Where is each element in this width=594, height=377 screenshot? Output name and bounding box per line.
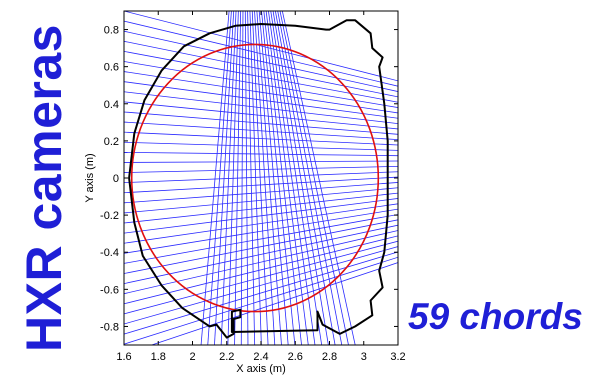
horizontal-chord bbox=[124, 246, 398, 325]
horizontal-chord bbox=[124, 182, 398, 204]
horizontal-chord bbox=[124, 165, 398, 173]
horizontal-chord bbox=[124, 91, 398, 125]
hxr-chord-lines bbox=[124, 11, 398, 345]
vertical-chord bbox=[247, 11, 256, 345]
y-tick-label: -0.6 bbox=[100, 284, 119, 296]
horizontal-chord bbox=[124, 40, 398, 98]
vertical-chord bbox=[249, 11, 262, 345]
horizontal-chord bbox=[124, 121, 398, 141]
vessel-wall bbox=[128, 19, 389, 339]
horizontal-chord bbox=[124, 176, 398, 194]
vertical-chord bbox=[277, 11, 343, 345]
vertical-chord bbox=[263, 11, 302, 345]
horizontal-chord bbox=[124, 251, 398, 335]
x-axis-label: X axis (m) bbox=[236, 363, 286, 375]
x-axis-ticks: 1.6 1.8 2 2.2 2.4 2.6 2.8 3 3.2 bbox=[116, 11, 406, 363]
x-tick-label: 2.6 bbox=[288, 351, 303, 363]
x-tick-label: 1.6 bbox=[116, 351, 131, 363]
horizontal-chord bbox=[124, 230, 398, 295]
x-tick-label: 3.2 bbox=[390, 351, 405, 363]
vertical-chord bbox=[274, 11, 336, 345]
y-axis-ticks: 0.8 0.6 0.4 0.2 0 -0.2 -0.4 -0.6 -0.8 bbox=[100, 25, 398, 333]
vertical-chord bbox=[268, 11, 316, 345]
vertical-chord bbox=[227, 11, 239, 345]
horizontal-chord bbox=[150, 262, 398, 345]
vertical-chord bbox=[200, 11, 230, 345]
vertical-chord bbox=[240, 11, 244, 345]
horizontal-chord bbox=[124, 151, 398, 157]
vertical-chord bbox=[261, 11, 296, 345]
x-tick-label: 3 bbox=[361, 351, 367, 363]
horizontal-chord bbox=[124, 20, 398, 87]
horizontal-chord bbox=[124, 240, 398, 315]
vertical-chord bbox=[220, 11, 237, 345]
y-tick-label: -0.8 bbox=[100, 321, 119, 333]
chords-count-label: 59 chords bbox=[408, 296, 583, 337]
y-axis-label: Y axis (m) bbox=[84, 153, 96, 202]
horizontal-chord bbox=[124, 198, 398, 234]
horizontal-chord bbox=[124, 214, 398, 264]
horizontal-chord bbox=[124, 171, 398, 184]
x-tick-label: 1.8 bbox=[151, 351, 166, 363]
horizontal-chord bbox=[124, 50, 398, 103]
horizontal-chord bbox=[124, 160, 398, 163]
vertical-chord bbox=[244, 11, 249, 345]
horizontal-chord bbox=[124, 192, 398, 224]
vertical-chord bbox=[272, 11, 329, 345]
vertical-chord bbox=[270, 11, 323, 345]
horizontal-chord bbox=[124, 141, 398, 151]
y-tick-label: -0.4 bbox=[100, 247, 119, 259]
y-tick-label: -0.2 bbox=[100, 210, 119, 222]
horizontal-chord bbox=[124, 81, 398, 119]
y-tick-label: 0.4 bbox=[104, 99, 119, 111]
vertical-chord bbox=[214, 11, 235, 345]
y-tick-label: 0.2 bbox=[104, 136, 119, 148]
x-tick-label: 2.2 bbox=[219, 351, 234, 363]
horizontal-chord bbox=[124, 235, 398, 305]
horizontal-chord bbox=[124, 11, 398, 82]
vertical-chord bbox=[251, 11, 269, 345]
horizontal-chord bbox=[124, 224, 398, 284]
vertical-chord bbox=[265, 11, 309, 345]
vertical-chord bbox=[207, 11, 232, 345]
vertical-chord bbox=[281, 11, 356, 345]
horizontal-chord bbox=[124, 101, 398, 130]
horizontal-chord bbox=[124, 203, 398, 244]
horizontal-chord bbox=[124, 208, 398, 254]
horizontal-chord bbox=[124, 219, 398, 274]
plasma-boundary bbox=[130, 43, 380, 313]
plasma-boundary-circle bbox=[130, 43, 380, 313]
horizontal-chord bbox=[124, 131, 398, 146]
horizontal-chord bbox=[124, 256, 398, 345]
vertical-chord bbox=[258, 11, 289, 345]
x-tick-label: 2 bbox=[189, 351, 195, 363]
vertical-chord bbox=[256, 11, 282, 345]
horizontal-chord bbox=[124, 71, 398, 114]
horizontal-chord bbox=[124, 61, 398, 108]
side-title: HXR cameras bbox=[16, 24, 72, 352]
vacuum-vessel-outline bbox=[128, 19, 389, 339]
y-tick-label: 0.6 bbox=[104, 62, 119, 74]
x-tick-label: 2.8 bbox=[322, 351, 337, 363]
horizontal-chord bbox=[124, 187, 398, 214]
horizontal-chord bbox=[124, 111, 398, 135]
y-tick-label: 0.8 bbox=[104, 25, 119, 37]
horizontal-chord bbox=[124, 30, 398, 92]
vertical-chord bbox=[279, 11, 349, 345]
x-tick-label: 2.4 bbox=[253, 351, 268, 363]
y-tick-label: 0 bbox=[113, 173, 119, 185]
